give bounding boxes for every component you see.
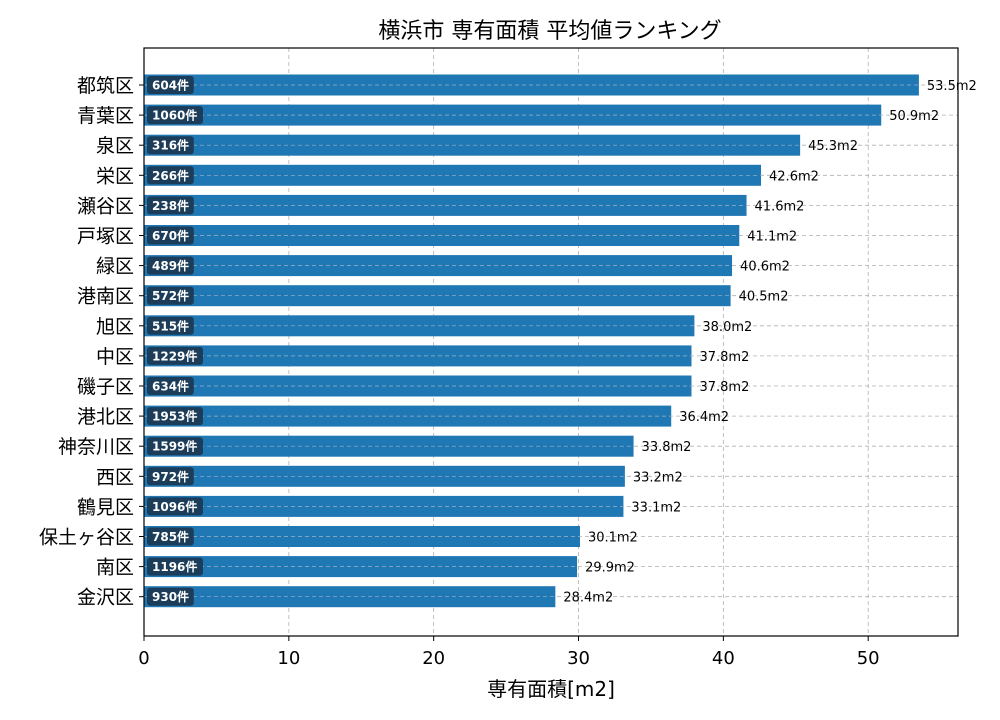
y-tick-label: 保土ヶ谷区: [39, 527, 134, 549]
count-badge: [147, 226, 194, 245]
count-badge: [147, 316, 194, 335]
y-tick-label: 泉区: [96, 135, 134, 157]
value-label: 29.9m2: [585, 561, 635, 576]
axis-layer: 都筑区青葉区泉区栄区瀬谷区戸塚区緑区港南区旭区中区磯子区港北区神奈川区西区鶴見区…: [39, 75, 880, 669]
count-label: 634件: [152, 379, 189, 394]
count-badge: [147, 256, 194, 275]
y-tick-label: 緑区: [96, 256, 134, 278]
count-badge: [147, 377, 194, 395]
count-badge: [147, 196, 194, 215]
x-tick-label: 50: [857, 648, 880, 669]
y-tick-label: 青葉区: [77, 105, 134, 127]
value-label: 42.6m2: [769, 169, 819, 184]
count-badge: [147, 467, 194, 486]
bar: [144, 285, 731, 307]
bar: [144, 104, 882, 126]
y-tick-label: 旭区: [96, 316, 134, 338]
count-badge: [147, 497, 203, 516]
x-tick-label: 30: [567, 648, 590, 669]
count-label: 1096件: [152, 499, 197, 514]
x-tick-label: 10: [277, 648, 300, 669]
value-label: 45.3m2: [808, 139, 858, 154]
count-label: 604件: [152, 78, 189, 93]
count-label: 266件: [152, 168, 189, 183]
chart-title: 横浜市 専有面積 平均値ランキング: [378, 19, 721, 44]
y-tick-label: 神奈川区: [58, 436, 134, 458]
y-tick-label: 西区: [96, 466, 134, 488]
count-badge: [147, 286, 194, 305]
bar: [144, 405, 672, 427]
bar: [144, 556, 578, 578]
value-label: 53.5m2: [927, 79, 977, 94]
bar: [144, 435, 634, 457]
count-badge: [147, 166, 194, 185]
value-label: 33.2m2: [633, 470, 683, 485]
y-tick-label: 南区: [96, 557, 134, 579]
count-badge: [147, 407, 203, 426]
count-label: 1060件: [152, 108, 197, 123]
count-badge: [147, 136, 194, 155]
count-badge: [147, 346, 203, 365]
count-label: 316件: [152, 138, 189, 153]
x-tick-label: 20: [422, 648, 445, 669]
x-tick-label: 40: [712, 648, 735, 669]
value-label: 33.1m2: [631, 500, 681, 515]
count-label: 572件: [152, 288, 189, 303]
count-label: 238件: [152, 198, 189, 213]
count-label: 670件: [152, 228, 189, 243]
count-label: 489件: [152, 258, 189, 273]
value-label: 40.6m2: [740, 260, 790, 275]
count-badge: [147, 76, 194, 94]
value-label: 41.6m2: [755, 199, 805, 214]
bars-layer: [144, 74, 919, 608]
plot-frame: [143, 47, 959, 637]
count-label: 972件: [152, 469, 189, 484]
value-label: 50.9m2: [889, 109, 939, 124]
value-label: 36.4m2: [679, 410, 729, 425]
y-tick-label: 磯子区: [77, 376, 134, 398]
y-tick-label: 中区: [96, 346, 134, 368]
count-label: 515件: [152, 318, 189, 333]
y-tick-label: 都筑区: [77, 75, 134, 97]
y-tick-label: 港南区: [77, 286, 134, 308]
x-axis-label: 専有面積[m2]: [487, 677, 615, 701]
labels-layer: 604件 53.5m2 1060件 50.9m2 316件 45.3m2 266件 42.6m…: [147, 76, 977, 606]
count-badge: [147, 587, 194, 606]
count-label: 1196件: [152, 559, 197, 574]
count-label: 1599件: [152, 439, 197, 454]
value-label: 37.8m2: [699, 380, 749, 395]
count-badge: [147, 106, 203, 125]
bar: [144, 134, 801, 156]
value-label: 28.4m2: [563, 591, 613, 606]
y-tick-label: 瀬谷区: [77, 195, 134, 217]
count-label: 785件: [152, 529, 189, 544]
count-label: 1229件: [152, 348, 197, 363]
count-badge: [147, 557, 203, 576]
count-badge: [147, 437, 203, 456]
x-tick-label: 0: [138, 648, 149, 669]
value-label: 33.8m2: [642, 440, 692, 455]
value-label: 37.8m2: [699, 350, 749, 365]
y-tick-label: 戸塚区: [77, 226, 134, 248]
value-label: 30.1m2: [588, 531, 638, 546]
value-label: 40.5m2: [739, 290, 789, 305]
count-label: 1953件: [152, 409, 197, 424]
y-tick-label: 港北区: [77, 406, 134, 428]
value-label: 41.1m2: [747, 230, 797, 245]
y-tick-label: 栄区: [96, 165, 134, 187]
y-tick-label: 鶴見区: [77, 496, 134, 518]
value-label: 38.0m2: [702, 320, 752, 335]
count-label: 930件: [152, 589, 189, 604]
y-tick-label: 金沢区: [77, 587, 134, 609]
count-badge: [147, 527, 194, 546]
